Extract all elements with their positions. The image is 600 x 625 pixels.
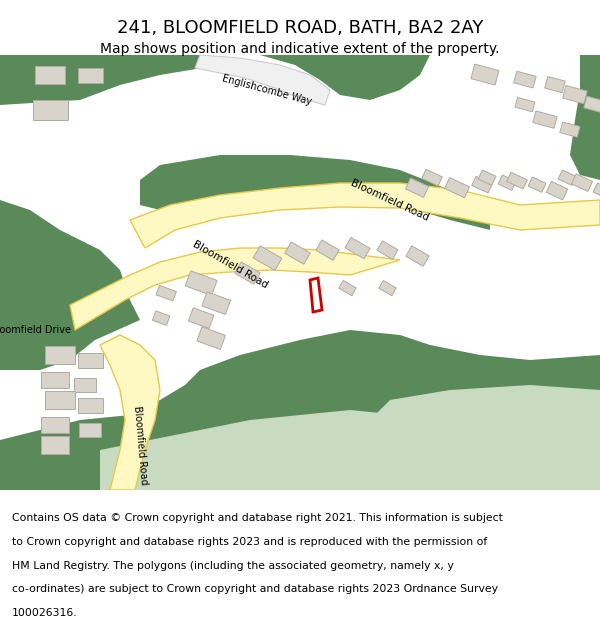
PathPatch shape xyxy=(100,335,160,490)
Bar xyxy=(156,286,176,301)
Text: Bloomfield Road: Bloomfield Road xyxy=(131,405,148,485)
Bar xyxy=(472,176,493,193)
Bar xyxy=(32,100,67,120)
PathPatch shape xyxy=(300,385,600,490)
Bar xyxy=(345,238,370,259)
Bar xyxy=(188,308,214,329)
PathPatch shape xyxy=(260,55,430,100)
Bar xyxy=(74,378,96,392)
Bar xyxy=(406,178,428,198)
PathPatch shape xyxy=(570,55,600,180)
PathPatch shape xyxy=(195,55,330,105)
Bar xyxy=(406,246,429,266)
Text: Map shows position and indicative extent of the property.: Map shows position and indicative extent… xyxy=(100,42,500,56)
PathPatch shape xyxy=(0,105,140,370)
PathPatch shape xyxy=(0,330,600,490)
Text: HM Land Registry. The polygons (including the associated geometry, namely x, y: HM Land Registry. The polygons (includin… xyxy=(12,561,454,571)
PathPatch shape xyxy=(310,278,322,312)
Bar xyxy=(593,183,600,198)
Bar xyxy=(45,391,75,409)
Bar xyxy=(152,311,170,326)
Bar xyxy=(339,281,356,296)
Bar xyxy=(533,111,557,128)
Text: 100026316.: 100026316. xyxy=(12,608,77,618)
Bar xyxy=(547,181,568,200)
Bar xyxy=(35,66,65,84)
Bar xyxy=(558,170,576,186)
Text: co-ordinates) are subject to Crown copyright and database rights 2023 Ordnance S: co-ordinates) are subject to Crown copyr… xyxy=(12,584,498,594)
Bar xyxy=(202,292,230,314)
Bar xyxy=(235,262,260,284)
Bar xyxy=(478,170,496,186)
Text: 241, BLOOMFIELD ROAD, BATH, BA2 2AY: 241, BLOOMFIELD ROAD, BATH, BA2 2AY xyxy=(117,19,483,37)
Bar xyxy=(545,76,565,92)
PathPatch shape xyxy=(0,55,220,105)
Text: Bloomfield Road: Bloomfield Road xyxy=(349,177,431,222)
PathPatch shape xyxy=(140,155,490,230)
Bar xyxy=(560,122,580,138)
Bar xyxy=(563,86,587,104)
Bar xyxy=(498,175,516,191)
PathPatch shape xyxy=(130,183,600,248)
Bar xyxy=(514,71,536,88)
Bar xyxy=(379,281,396,296)
Bar xyxy=(285,242,310,264)
Bar xyxy=(572,174,593,191)
Bar xyxy=(528,177,546,192)
Text: to Crown copyright and database rights 2023 and is reproduced with the permissio: to Crown copyright and database rights 2… xyxy=(12,537,487,547)
Bar xyxy=(77,352,103,367)
Bar xyxy=(422,169,442,186)
Bar xyxy=(41,417,69,433)
Bar xyxy=(377,241,398,259)
Bar xyxy=(507,173,527,189)
Bar xyxy=(253,246,282,271)
Text: Contains OS data © Crown copyright and database right 2021. This information is : Contains OS data © Crown copyright and d… xyxy=(12,514,503,524)
Bar xyxy=(185,271,217,296)
Bar xyxy=(471,64,499,85)
Text: Bloomfield Drive: Bloomfield Drive xyxy=(0,325,71,335)
Bar xyxy=(41,372,69,388)
Bar xyxy=(79,423,101,437)
Text: Bloomfield Road: Bloomfield Road xyxy=(191,239,269,291)
PathPatch shape xyxy=(100,410,600,490)
Bar xyxy=(77,398,103,412)
Bar xyxy=(197,327,226,349)
Bar xyxy=(316,240,339,260)
Bar xyxy=(445,177,470,198)
Text: Englishcombe Way: Englishcombe Way xyxy=(221,73,313,107)
Bar xyxy=(41,436,69,454)
Bar xyxy=(515,98,535,112)
PathPatch shape xyxy=(70,248,400,330)
Bar xyxy=(584,96,600,113)
Bar xyxy=(77,68,103,82)
Bar xyxy=(45,346,75,364)
